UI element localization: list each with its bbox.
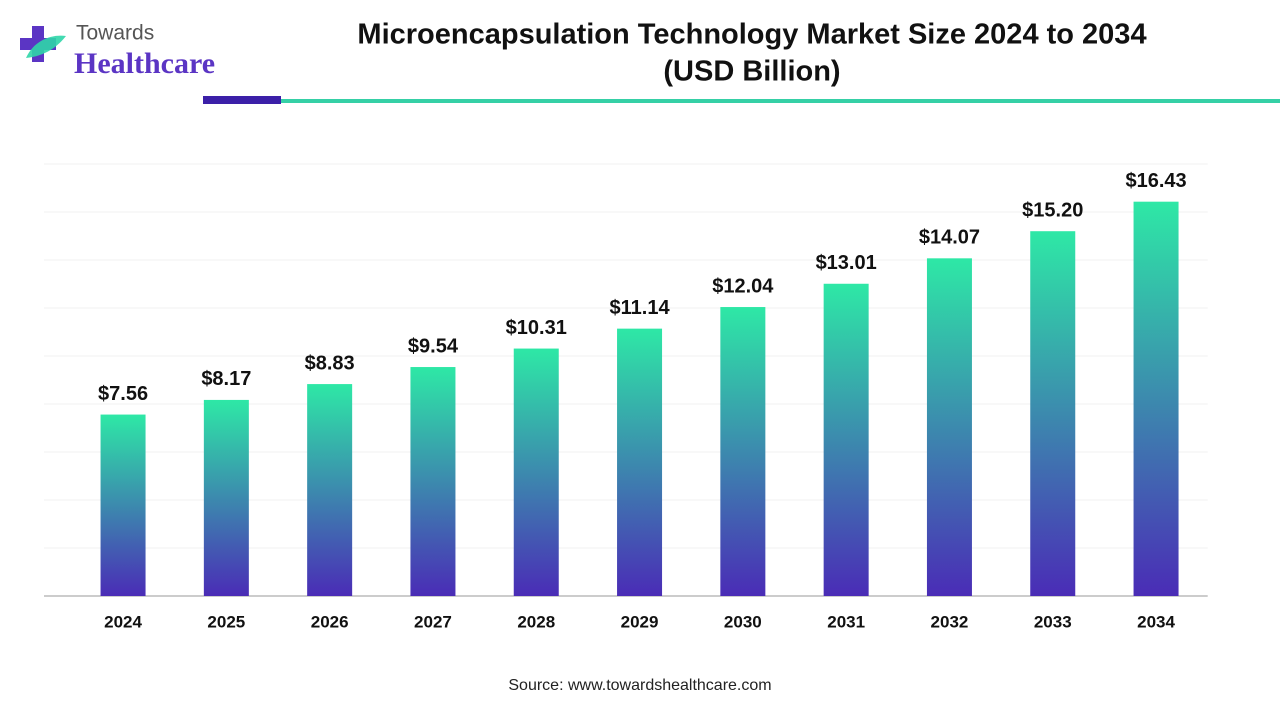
value-label: $14.07 [919, 227, 980, 249]
x-tick-label: 2031 [827, 612, 865, 631]
x-tick-label: 2030 [724, 612, 762, 631]
header-accent [203, 96, 281, 104]
x-tick-label: 2027 [414, 612, 452, 631]
value-label: $7.56 [98, 383, 148, 405]
x-tick-label: 2033 [1034, 612, 1072, 631]
bar [203, 399, 249, 596]
x-tick-label: 2024 [104, 612, 142, 631]
value-label: $11.14 [610, 297, 671, 319]
x-tick-label: 2028 [517, 612, 555, 631]
bar [1030, 231, 1076, 596]
source: Source: www.towardshealthcare.com [508, 677, 771, 694]
bar [513, 348, 559, 596]
bar [307, 384, 353, 596]
bar [1133, 201, 1179, 596]
bar [823, 283, 869, 596]
chart-title: Microencapsulation Technology Market Siz… [357, 19, 1146, 51]
logo: Towards Healthcare [20, 22, 215, 80]
bar [617, 328, 663, 596]
logo-leaf [26, 35, 66, 58]
value-label: $13.01 [816, 252, 877, 274]
brand-line2: Healthcare [74, 47, 215, 80]
value-label: $12.04 [712, 275, 774, 297]
chart-subtitle: (USD Billion) [663, 56, 840, 88]
bar [720, 307, 766, 596]
header-rule [281, 99, 1280, 103]
value-label: $9.54 [408, 335, 459, 357]
x-tick-label: 2025 [207, 612, 245, 631]
x-tick-label: 2026 [311, 612, 349, 631]
bar [926, 258, 972, 596]
bar [100, 414, 146, 596]
bar [410, 367, 456, 596]
x-tick-label: 2029 [621, 612, 659, 631]
value-label: $10.31 [506, 317, 567, 339]
x-tick-label: 2032 [931, 612, 969, 631]
value-label: $8.83 [305, 352, 355, 374]
x-tick-label: 2034 [1137, 612, 1175, 631]
value-label: $8.17 [201, 368, 251, 390]
value-label: $15.20 [1022, 199, 1083, 221]
brand-line1: Towards [76, 22, 154, 45]
value-label: $16.43 [1125, 170, 1186, 192]
